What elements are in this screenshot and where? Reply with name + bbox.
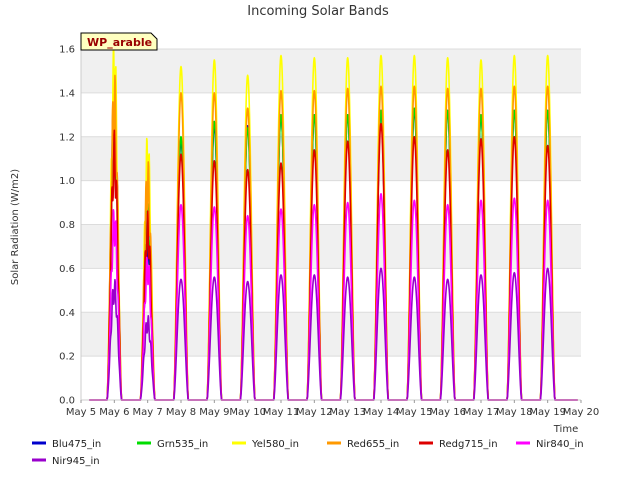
x-axis-label: Time bbox=[553, 424, 578, 435]
y-tick-label: 0.8 bbox=[59, 220, 75, 231]
y-tick-label: 0.0 bbox=[59, 396, 75, 407]
x-tick-label: May 17 bbox=[463, 407, 500, 418]
legend-label: Red655_in bbox=[347, 439, 399, 450]
x-tick-label: May 15 bbox=[396, 407, 433, 418]
y-axis-ticks: 0.0 0.2 0.4 0.6 0.8 1.0 1.2 1.4 1.6 bbox=[59, 45, 75, 407]
annotation-frame bbox=[80, 32, 158, 51]
x-tick-label: May 11 bbox=[263, 407, 300, 418]
plot-band bbox=[81, 312, 581, 357]
x-tick-label: May 19 bbox=[529, 407, 566, 418]
chart-title: Incoming Solar Bands bbox=[247, 4, 389, 19]
annotation-box: WP_arable bbox=[80, 32, 158, 51]
legend-label: Grn535_in bbox=[157, 439, 208, 450]
x-tick-label: May 5 bbox=[66, 407, 96, 418]
legend-label: Yel580_in bbox=[251, 439, 299, 450]
x-tick-label: May 13 bbox=[329, 407, 366, 418]
x-tick-label: May 10 bbox=[229, 407, 266, 418]
x-tick-label: May 12 bbox=[296, 407, 333, 418]
x-tick-label: May 7 bbox=[133, 407, 163, 418]
x-tick-label: May 20 bbox=[563, 407, 600, 418]
legend-label: Nir945_in bbox=[52, 456, 100, 467]
legend: Blu475_in Grn535_in Yel580_in Red655_in Redg… bbox=[32, 439, 584, 467]
y-axis-label: Solar Radiation (W/m2) bbox=[10, 169, 21, 285]
y-tick-label: 1.4 bbox=[59, 88, 75, 99]
x-tick-label: May 6 bbox=[99, 407, 129, 418]
x-tick-label: May 9 bbox=[199, 407, 229, 418]
annotation-text: WP_arable bbox=[87, 36, 152, 49]
y-tick-label: 0.2 bbox=[59, 352, 75, 363]
plot-band bbox=[81, 224, 581, 269]
axes bbox=[80, 49, 581, 401]
x-tick-label: May 14 bbox=[363, 407, 400, 418]
y-tick-label: 1.0 bbox=[59, 176, 75, 187]
y-tick-label: 1.2 bbox=[59, 132, 75, 143]
x-tick-label: May 8 bbox=[166, 407, 196, 418]
legend-label: Blu475_in bbox=[52, 439, 101, 450]
plot-band bbox=[81, 49, 581, 93]
x-tick-label: May 16 bbox=[429, 407, 466, 418]
y-tick-label: 0.4 bbox=[59, 308, 75, 319]
y-tick-label: 1.6 bbox=[59, 45, 75, 56]
legend-label: Redg715_in bbox=[439, 439, 498, 450]
x-tick-label: May 18 bbox=[496, 407, 533, 418]
y-tick-label: 0.6 bbox=[59, 264, 75, 275]
grid-lines bbox=[81, 48, 581, 401]
plot-band bbox=[81, 136, 581, 181]
legend-label: Nir840_in bbox=[536, 439, 584, 450]
